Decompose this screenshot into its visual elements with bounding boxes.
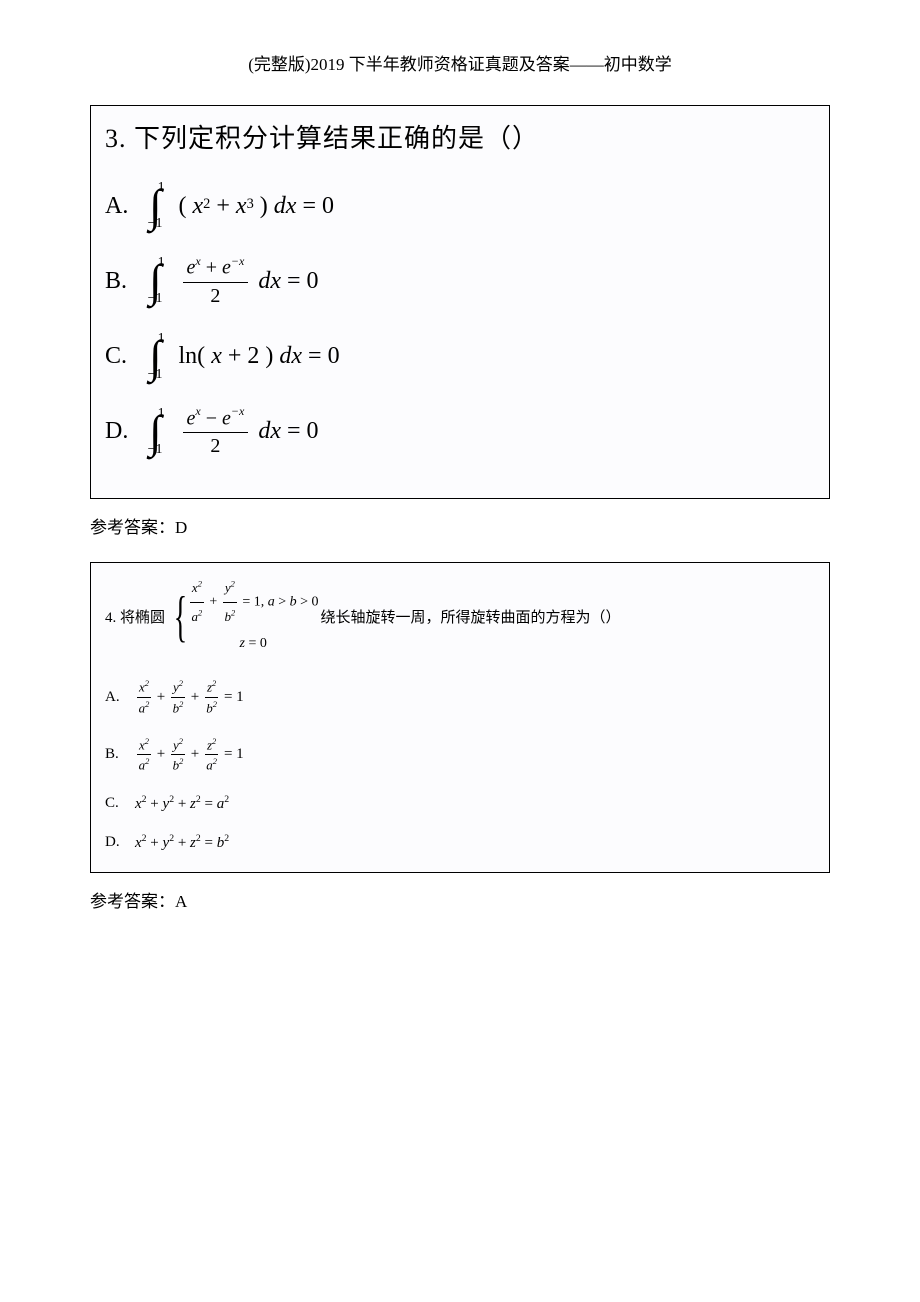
q4-option-c: C. x2 + y2 + z2 = a2 (105, 794, 815, 813)
int-upper: 1 (158, 256, 173, 270)
option-letter: D. (105, 834, 135, 851)
question-3-box: 3. 下列定积分计算结果正确的是（） A. ∫ 1 −1 ( x2 + x3 )… (90, 105, 830, 499)
int-lower: −1 (148, 217, 163, 231)
q3-answer: 参考答案：D (90, 513, 830, 538)
int-lower: −1 (148, 443, 163, 457)
q3-option-a: A. ∫ 1 −1 ( x2 + x3 ) dx = 0 (105, 183, 815, 229)
q4-option-b: B. x2a2 + y2b2 + z2a2 = 1 (105, 736, 815, 774)
option-letter: A. (105, 193, 149, 220)
page-header: (完整版)2019 下半年教师资格证真题及答案——初中数学 (90, 50, 830, 75)
frac-den: 2 (210, 433, 220, 458)
q4-option-d: D. x2 + y2 + z2 = b2 (105, 833, 815, 852)
q4-suffix: 绕长轴旋转一周，所得旋转曲面的方程为（） (321, 606, 621, 627)
q3-formula-b: ∫ 1 −1 ex + e−x 2 dx = 0 (149, 255, 319, 308)
q4-system: { x2a2 + y2b2 = 1, a > b > 0 z = 0 (167, 575, 319, 658)
q4-option-a: A. x2a2 + y2b2 + z2b2 = 1 (105, 678, 815, 716)
q3-formula-a: ∫ 1 −1 ( x2 + x3 ) dx = 0 (149, 183, 334, 229)
q3-title: 3. 下列定积分计算结果正确的是（） (105, 118, 815, 155)
q3-formula-c: ∫ 1 −1 ln( x + 2 ) dx = 0 (149, 334, 340, 380)
int-lower: −1 (148, 292, 163, 306)
q3-formula-d: ∫ 1 −1 ex − e−x 2 dx = 0 (149, 406, 319, 459)
q3-option-d: D. ∫ 1 −1 ex − e−x 2 dx = 0 (105, 406, 815, 459)
option-letter: C. (105, 795, 135, 812)
option-letter: C. (105, 343, 149, 370)
q4-title: 4. 将椭圆 { x2a2 + y2b2 = 1, a > b > 0 z = … (105, 575, 815, 658)
question-4-box: 4. 将椭圆 { x2a2 + y2b2 = 1, a > b > 0 z = … (90, 562, 830, 872)
q4-prefix: 4. 将椭圆 (105, 606, 165, 627)
q3-option-b: B. ∫ 1 −1 ex + e−x 2 dx = 0 (105, 255, 815, 308)
option-letter: B. (105, 268, 149, 295)
int-upper: 1 (158, 181, 173, 195)
q3-option-c: C. ∫ 1 −1 ln( x + 2 ) dx = 0 (105, 334, 815, 380)
option-letter: A. (105, 689, 135, 706)
int-lower: −1 (148, 368, 163, 382)
option-letter: D. (105, 418, 149, 445)
int-upper: 1 (158, 332, 173, 346)
option-letter: B. (105, 746, 135, 763)
frac-den: 2 (210, 283, 220, 308)
int-upper: 1 (158, 407, 173, 421)
q4-answer: 参考答案：A (90, 887, 830, 912)
